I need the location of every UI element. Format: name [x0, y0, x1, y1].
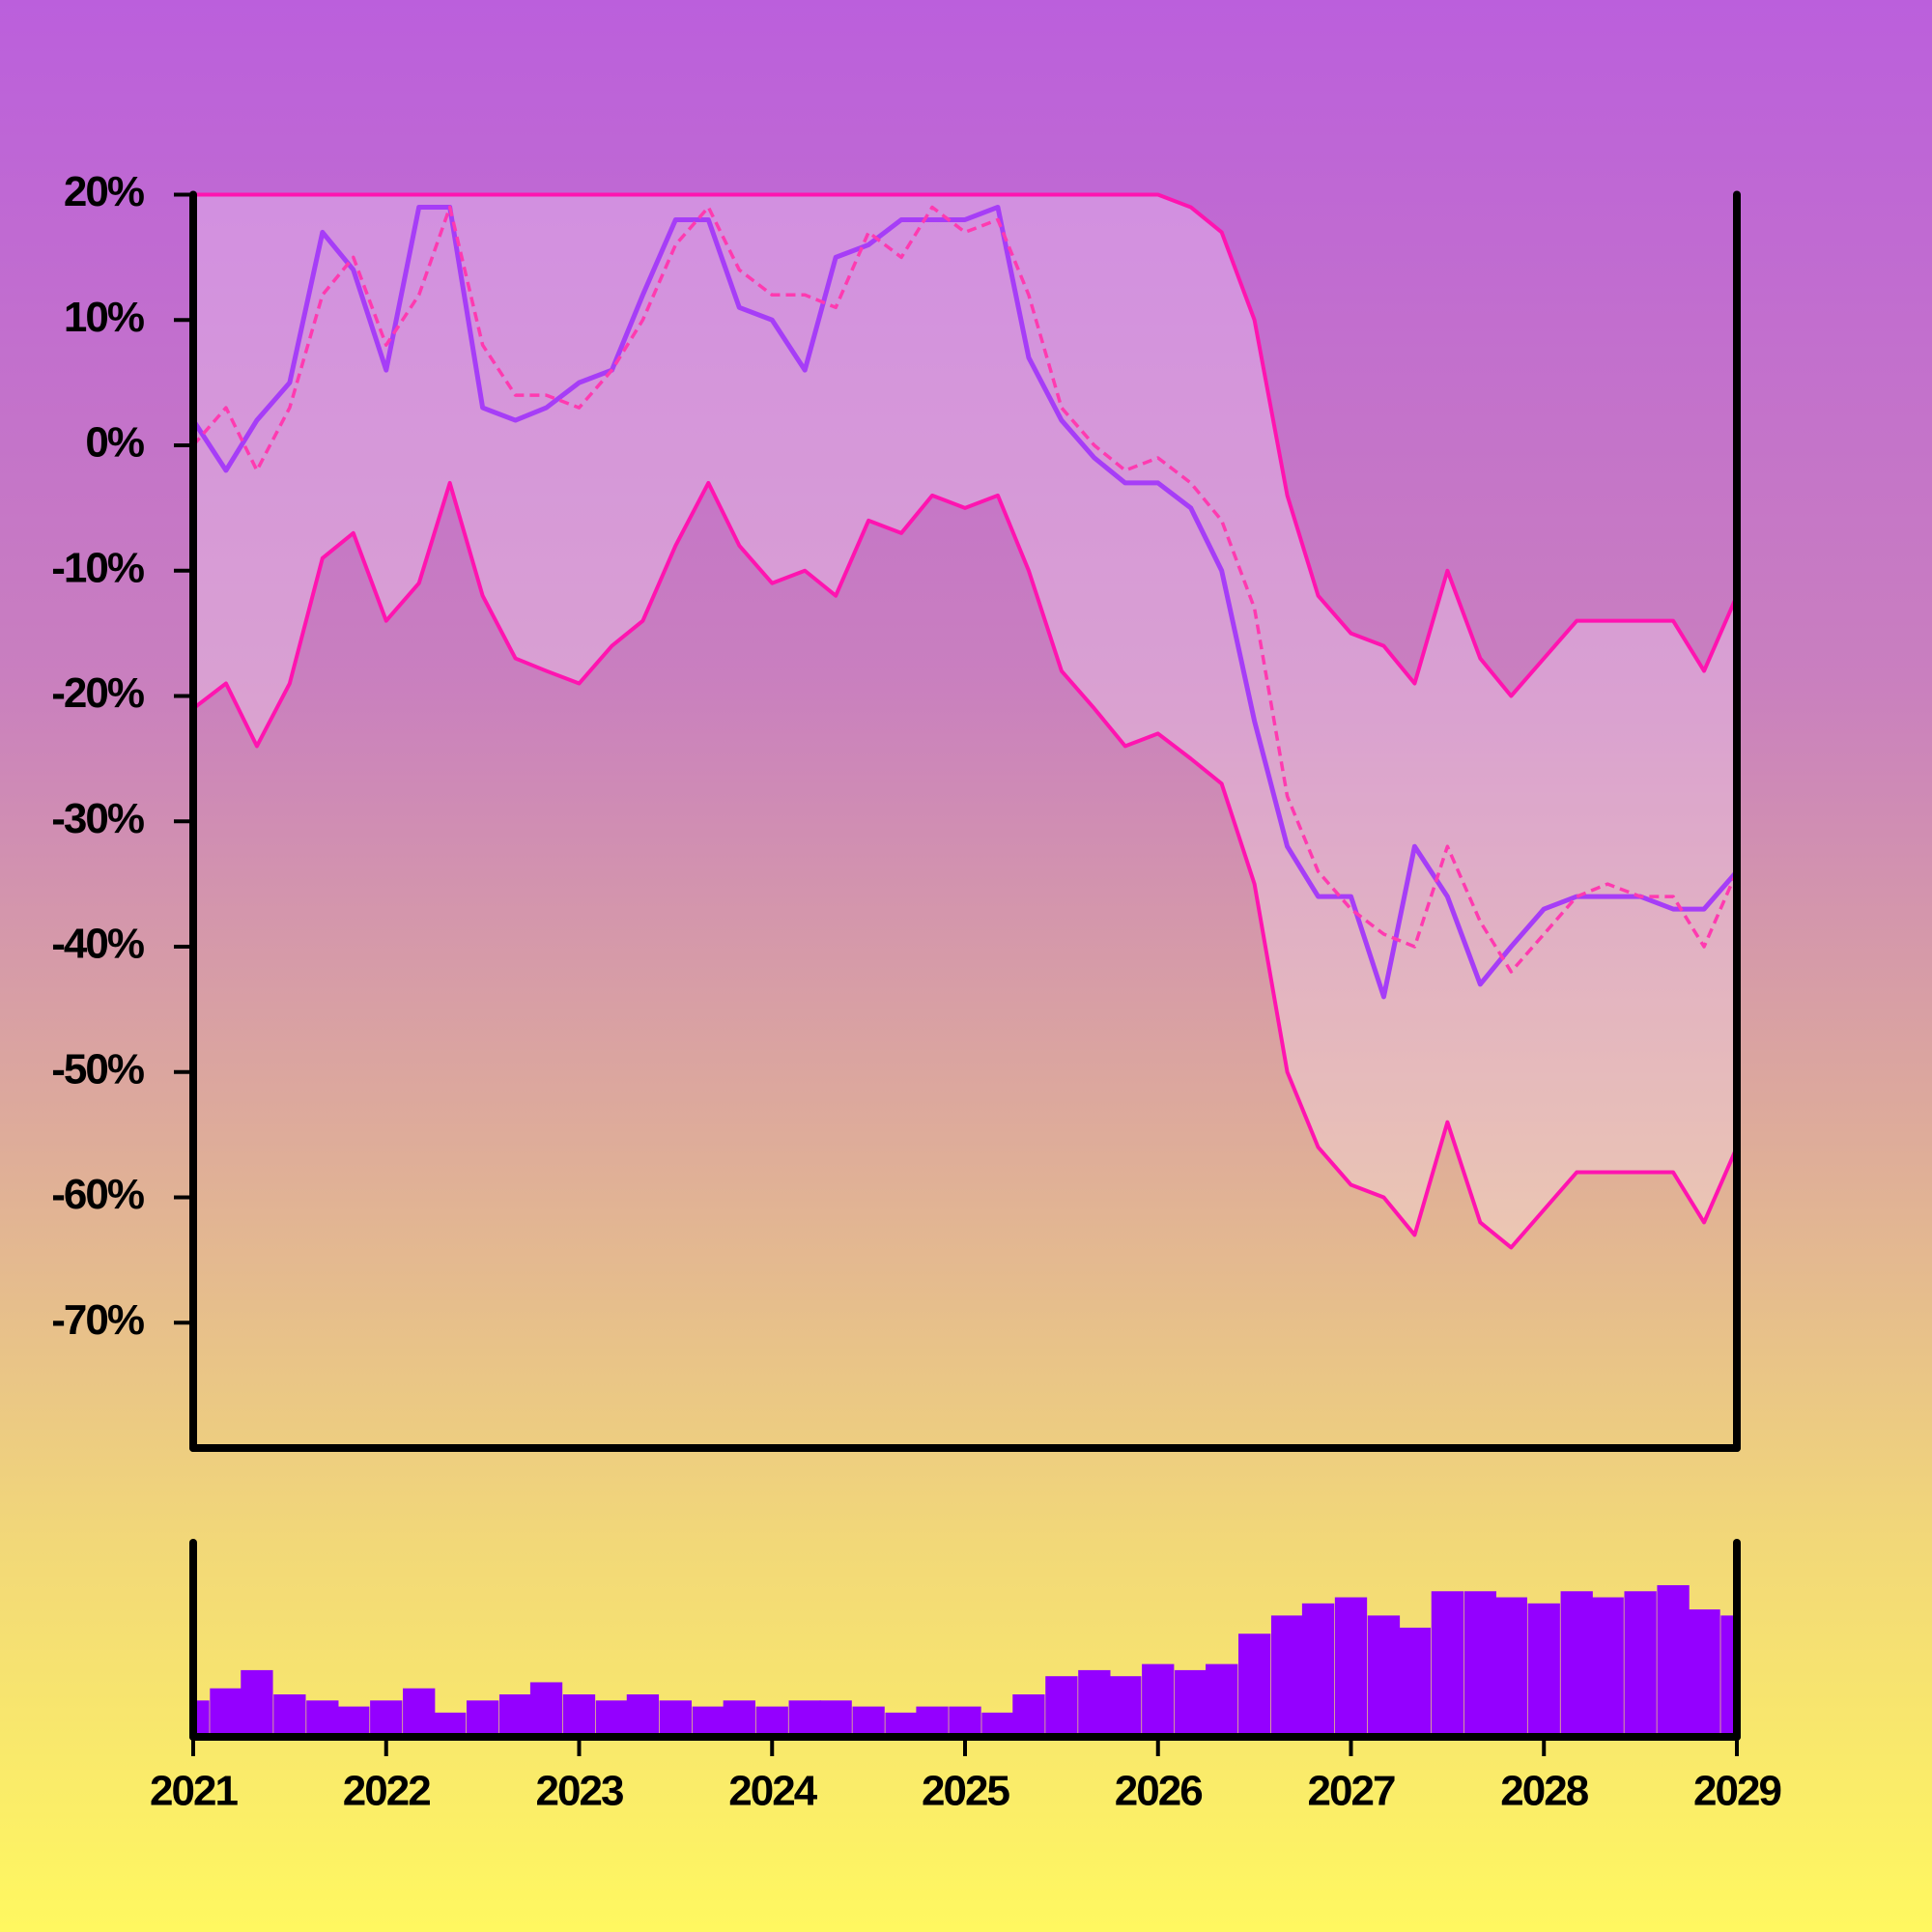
- volume-bar: [852, 1706, 885, 1737]
- volume-bar: [403, 1688, 436, 1737]
- volume-bar: [337, 1706, 370, 1737]
- volume-bar: [498, 1694, 532, 1737]
- plot-area: [193, 192, 1737, 1250]
- volume-bar: [1367, 1615, 1401, 1737]
- volume-bar: [1398, 1627, 1432, 1737]
- volume-bar: [466, 1700, 499, 1737]
- volume-bar: [529, 1682, 563, 1737]
- volume-bar: [949, 1706, 981, 1737]
- series-line: [193, 480, 1737, 1250]
- volume-bar: [1334, 1597, 1368, 1737]
- volume-bar: [1012, 1694, 1045, 1737]
- volume-bar: [1109, 1676, 1142, 1737]
- volume-bar: [819, 1700, 852, 1737]
- y-tick-label: 10%: [64, 294, 144, 341]
- volume-bar: [370, 1700, 403, 1737]
- volume-bar: [1624, 1591, 1657, 1737]
- y-tick-label: -60%: [51, 1171, 144, 1218]
- x-tick-label: 2029: [1693, 1768, 1780, 1815]
- volume-bar: [1560, 1591, 1593, 1737]
- volume-bar: [562, 1694, 596, 1737]
- volume-bar: [210, 1688, 242, 1737]
- x-tick-label: 2021: [150, 1768, 238, 1815]
- volume-bar: [1657, 1584, 1690, 1737]
- y-tick-label: 20%: [64, 168, 144, 215]
- volume-bar: [595, 1700, 629, 1737]
- x-tick-label: 2024: [728, 1768, 817, 1815]
- volume-bar: [692, 1706, 724, 1737]
- volume-bar: [659, 1700, 693, 1737]
- volume-bar: [1720, 1615, 1737, 1737]
- volume-bar: [1045, 1676, 1078, 1737]
- x-tick-label: 2022: [343, 1768, 430, 1815]
- volume-bar: [273, 1694, 306, 1737]
- x-tick-label: 2026: [1115, 1768, 1202, 1815]
- y-tick-label: -30%: [51, 795, 144, 842]
- volume-bar: [1688, 1609, 1720, 1737]
- volume-bar: [981, 1712, 1014, 1737]
- x-tick-label: 2025: [922, 1768, 1009, 1815]
- volume-bar: [1237, 1634, 1271, 1737]
- y-tick-label: -20%: [51, 669, 144, 717]
- volume-bar: [1463, 1591, 1496, 1737]
- volume-bar: [1527, 1603, 1560, 1737]
- y-tick-label: -70%: [51, 1296, 144, 1344]
- volume-bar: [193, 1700, 210, 1737]
- x-tick-label: 2027: [1308, 1768, 1395, 1815]
- volume-bar: [916, 1706, 949, 1737]
- volume-bar: [1206, 1663, 1238, 1737]
- volume-bar: [755, 1706, 788, 1737]
- volume-bar: [434, 1712, 467, 1737]
- volume-bar: [1142, 1663, 1175, 1737]
- volume-bar: [1591, 1597, 1624, 1737]
- volume-bar: [723, 1700, 755, 1737]
- y-tick-label: 0%: [85, 419, 143, 467]
- volume-bar: [1078, 1669, 1111, 1737]
- volume-bar: [241, 1669, 273, 1737]
- volume-bar: [1270, 1615, 1304, 1737]
- series-line: [193, 192, 1737, 698]
- y-tick-label: -10%: [51, 544, 144, 591]
- volume-bar: [1494, 1597, 1527, 1737]
- x-tick-label: 2028: [1500, 1768, 1588, 1815]
- volume-bar: [306, 1700, 339, 1737]
- volume-bar: [626, 1694, 660, 1737]
- x-tick-label: 2023: [536, 1768, 623, 1815]
- volume-bar: [788, 1700, 821, 1737]
- volume-bar: [1431, 1591, 1464, 1737]
- series-line: [193, 205, 1737, 974]
- volume-bar: [1301, 1603, 1335, 1737]
- y-tick-label: -40%: [51, 921, 144, 968]
- band-fill: [193, 194, 1737, 1248]
- volume-bar: [1175, 1669, 1208, 1737]
- y-tick-label: -50%: [51, 1045, 144, 1093]
- volume-bar: [885, 1712, 918, 1737]
- volume-area: [193, 1584, 1737, 1737]
